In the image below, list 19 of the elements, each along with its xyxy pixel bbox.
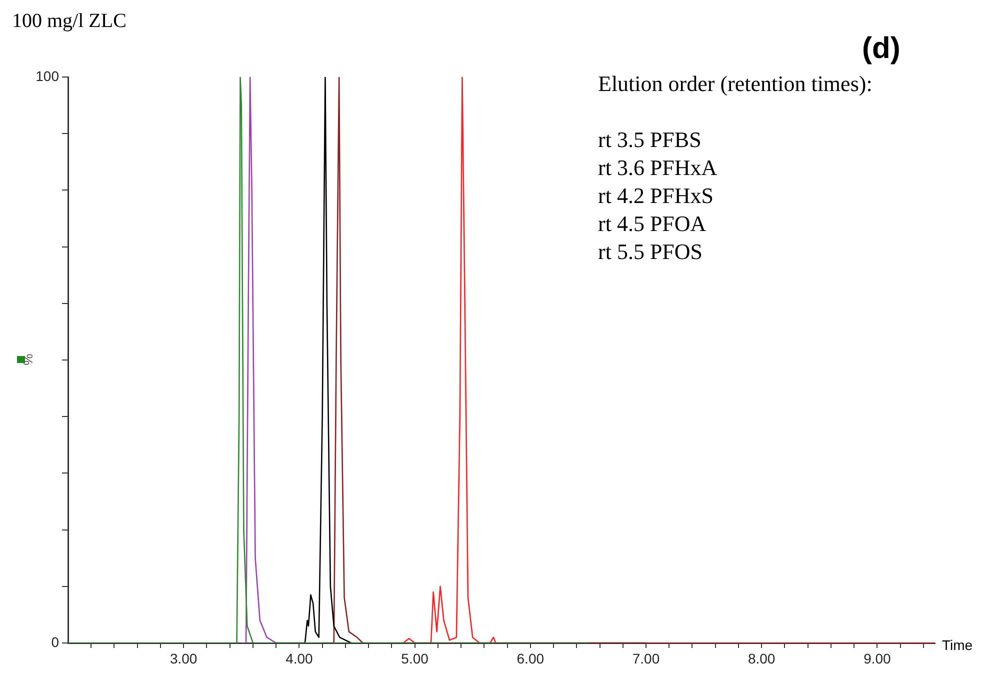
x-tick-label: 7.00	[632, 650, 660, 666]
chart-title: 100 mg/l ZLC	[12, 10, 126, 33]
text: (d)	[862, 32, 900, 66]
x-tick-label: 4.00	[286, 650, 314, 666]
annotation: Elution order (retention times):	[598, 70, 872, 98]
annotation: rt 4.2 PFHxS	[598, 182, 715, 210]
x-tick-label: 3.00	[170, 650, 198, 666]
annotation: rt 4.5 PFOA	[598, 210, 708, 238]
x-tick-label: 9.00	[864, 650, 892, 666]
x-axis-title: Time	[942, 637, 973, 653]
x-tick-label: 6.00	[516, 650, 544, 666]
annotation: rt 3.5 PFBS	[598, 126, 702, 154]
annotation: rt 3.6 PFHxA	[598, 154, 718, 182]
y-tick-label: 100	[36, 68, 60, 84]
x-tick-label: 5.00	[401, 650, 429, 666]
y-axis-title: %	[20, 354, 36, 366]
annotation: rt 5.5 PFOS	[598, 238, 704, 266]
x-tick-label: 8.00	[748, 650, 776, 666]
y-tick-label: 0	[51, 634, 60, 650]
